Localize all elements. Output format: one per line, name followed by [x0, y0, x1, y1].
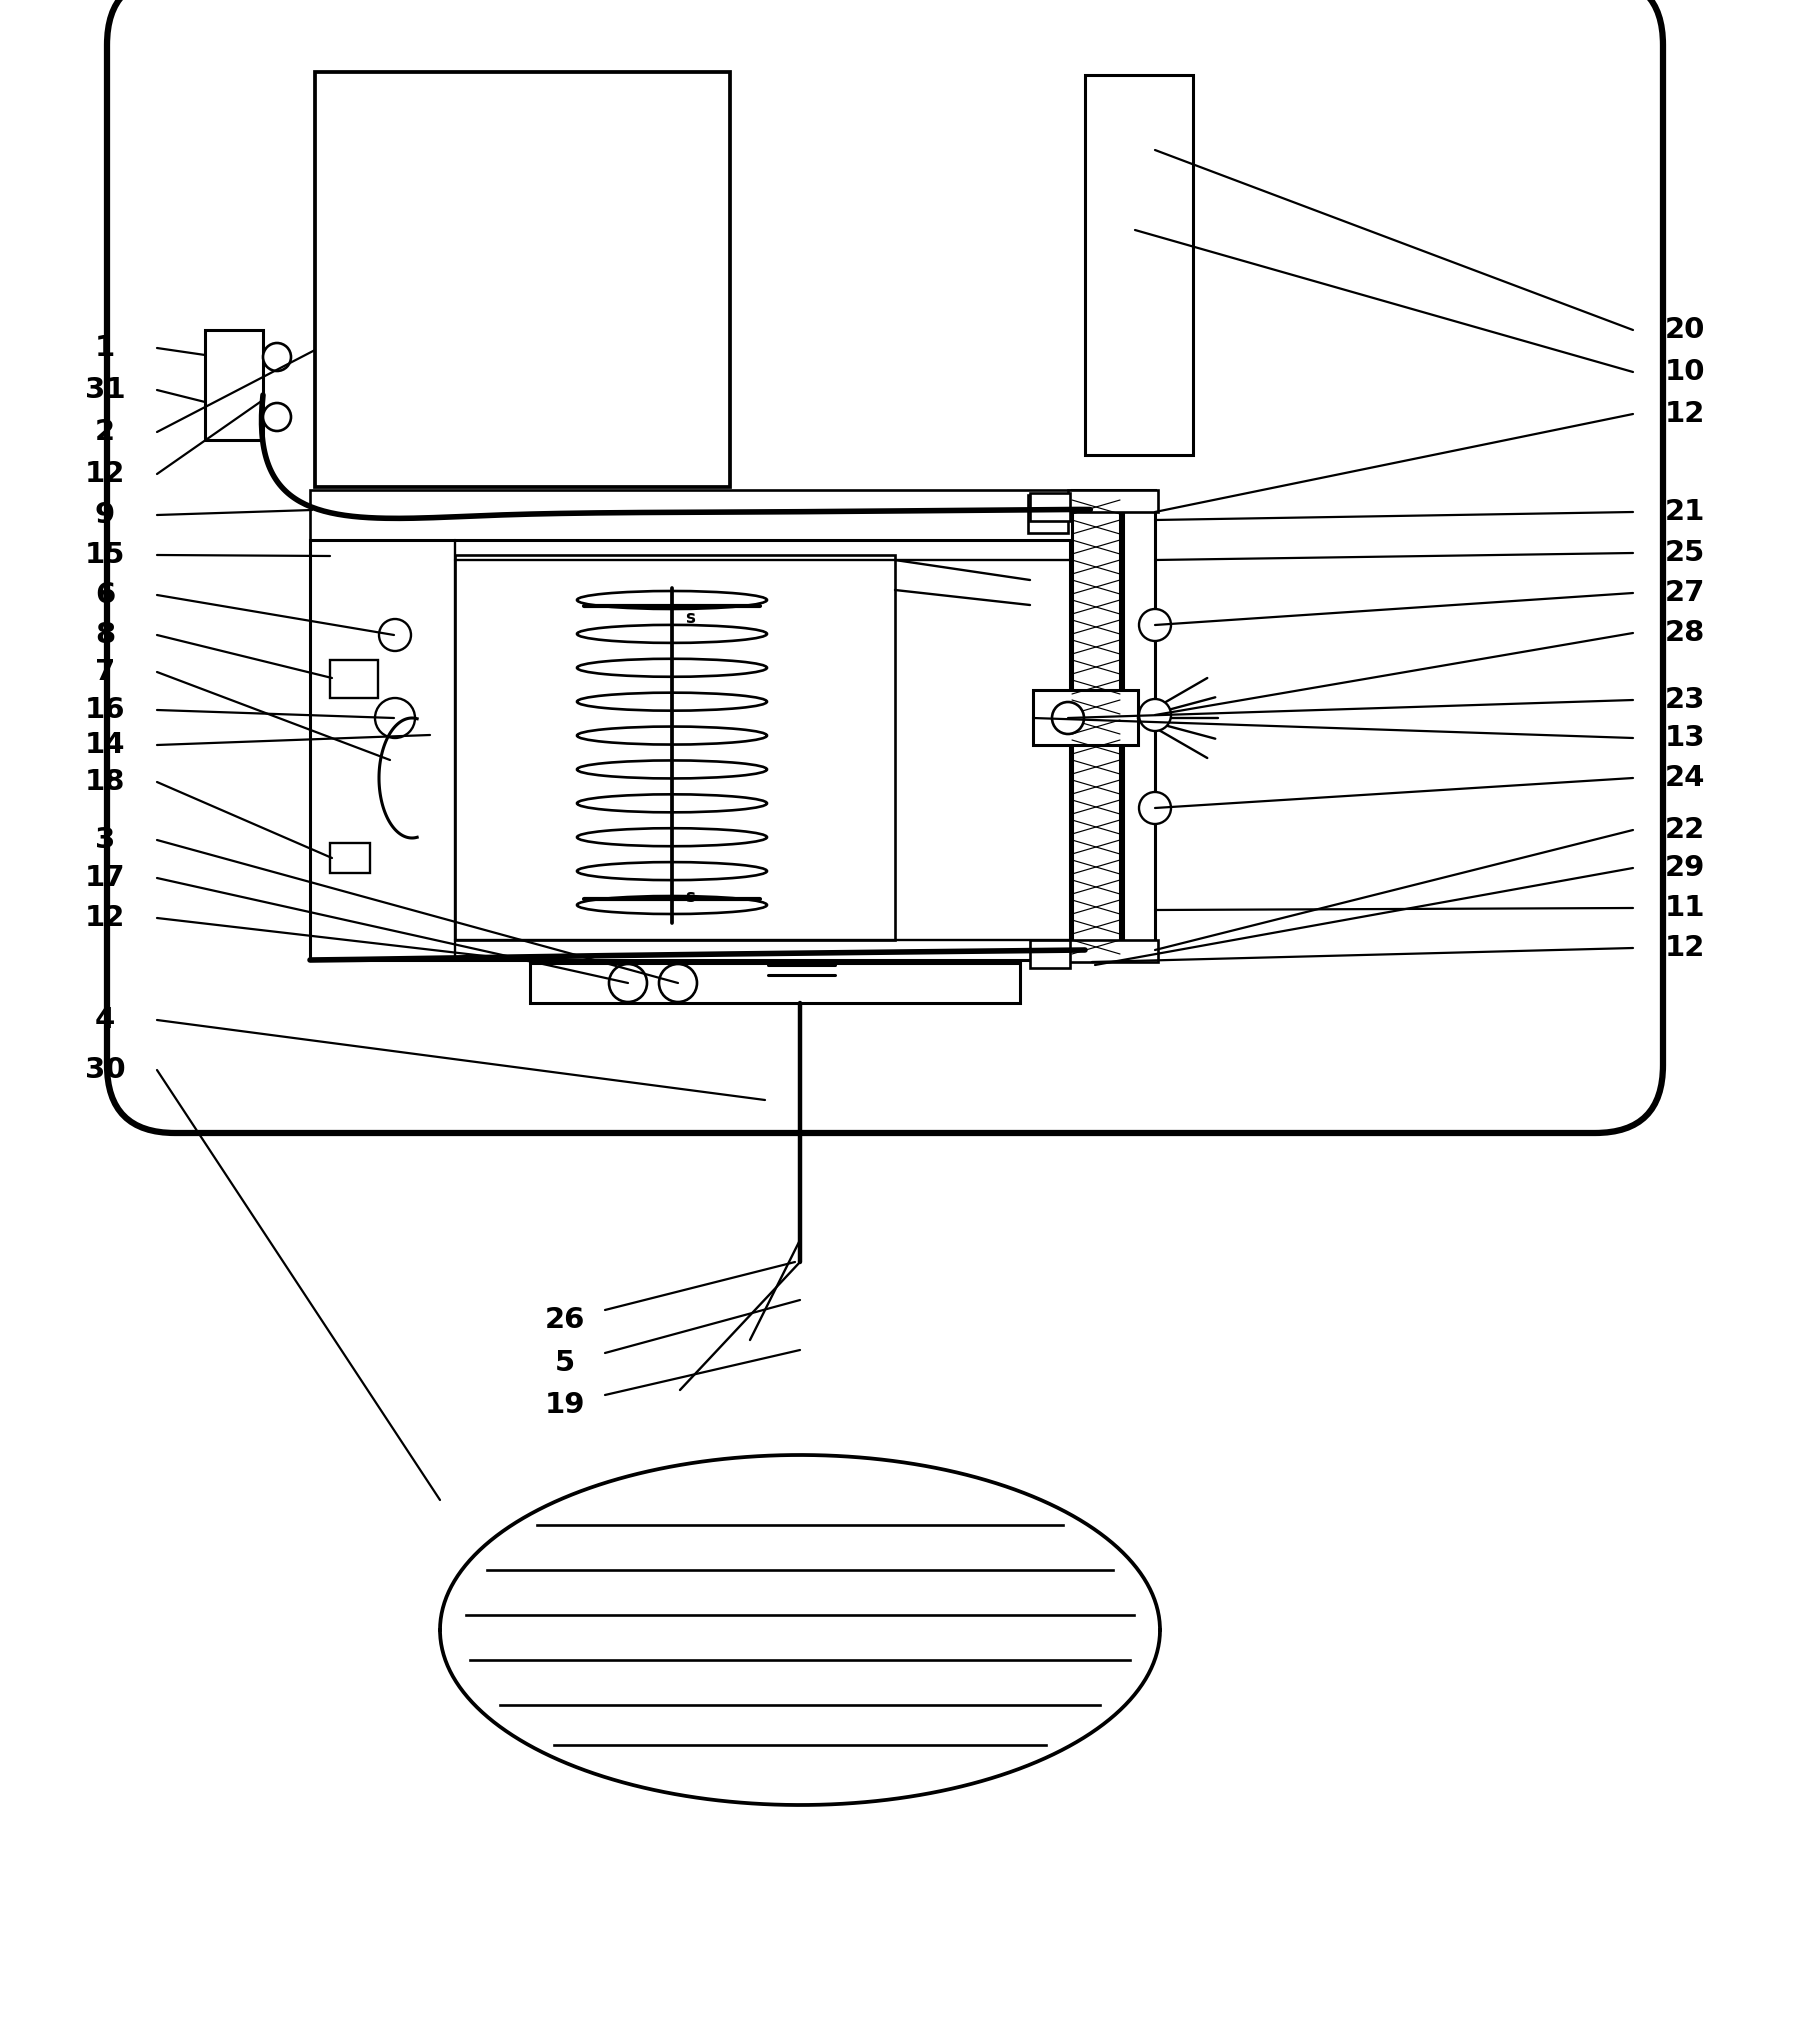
Text: 31: 31	[85, 376, 126, 405]
Text: 12: 12	[85, 903, 126, 932]
Ellipse shape	[577, 827, 768, 846]
Text: 4: 4	[95, 1005, 115, 1034]
Bar	[1034, 691, 1138, 746]
Ellipse shape	[577, 727, 768, 744]
Bar	[1068, 490, 1158, 513]
Bar	[309, 539, 1070, 960]
Text: 20: 20	[1665, 317, 1705, 343]
Text: 29: 29	[1665, 854, 1705, 883]
Text: 23: 23	[1665, 686, 1705, 713]
Bar	[309, 490, 1145, 539]
Text: 3: 3	[95, 825, 115, 854]
Ellipse shape	[577, 658, 768, 676]
Bar	[1068, 940, 1158, 962]
Ellipse shape	[577, 760, 768, 778]
Text: 21: 21	[1665, 498, 1705, 525]
Bar	[205, 331, 263, 439]
Circle shape	[1138, 793, 1170, 823]
Bar	[455, 556, 895, 940]
Circle shape	[379, 619, 412, 652]
Bar	[1030, 940, 1070, 968]
Ellipse shape	[577, 897, 768, 913]
Text: 9: 9	[95, 501, 115, 529]
Bar	[1028, 494, 1068, 533]
Text: 12: 12	[1665, 400, 1705, 427]
Text: 16: 16	[85, 697, 126, 723]
Text: 5: 5	[556, 1348, 575, 1377]
Text: 13: 13	[1665, 723, 1705, 752]
Bar	[315, 72, 730, 486]
Text: 17: 17	[85, 864, 126, 893]
Circle shape	[1138, 609, 1170, 642]
Text: 6: 6	[95, 580, 115, 609]
Text: 28: 28	[1665, 619, 1705, 648]
Text: 8: 8	[95, 621, 115, 650]
Text: 30: 30	[85, 1056, 126, 1085]
Circle shape	[610, 964, 647, 1001]
Text: 10: 10	[1665, 358, 1705, 386]
Text: 19: 19	[545, 1391, 586, 1420]
Circle shape	[376, 699, 415, 738]
Text: 25: 25	[1665, 539, 1705, 568]
Text: 11: 11	[1665, 895, 1705, 921]
Circle shape	[263, 343, 291, 372]
Bar	[331, 660, 378, 699]
Circle shape	[1052, 703, 1084, 733]
Bar	[1072, 490, 1120, 960]
Ellipse shape	[577, 862, 768, 881]
Ellipse shape	[577, 590, 768, 609]
Text: 24: 24	[1665, 764, 1705, 793]
Bar	[1030, 492, 1070, 521]
FancyBboxPatch shape	[108, 0, 1663, 1134]
Text: 12: 12	[85, 460, 126, 488]
Circle shape	[660, 964, 698, 1001]
Text: s: s	[685, 609, 696, 627]
Text: 26: 26	[545, 1305, 584, 1334]
Text: s: s	[685, 889, 696, 905]
Ellipse shape	[577, 625, 768, 644]
Circle shape	[263, 402, 291, 431]
Text: 22: 22	[1665, 815, 1705, 844]
Circle shape	[1138, 699, 1170, 731]
Bar	[1084, 76, 1194, 456]
Bar	[1124, 490, 1154, 960]
Ellipse shape	[577, 693, 768, 711]
Text: 12: 12	[1665, 934, 1705, 962]
Text: 14: 14	[85, 731, 126, 760]
Bar	[530, 962, 1019, 1003]
Text: 7: 7	[95, 658, 115, 686]
Bar	[331, 844, 370, 872]
Text: 27: 27	[1665, 578, 1705, 607]
Text: 15: 15	[85, 541, 126, 570]
Text: 2: 2	[95, 419, 115, 445]
Text: 1: 1	[95, 333, 115, 362]
Ellipse shape	[577, 795, 768, 813]
Text: 18: 18	[85, 768, 126, 797]
